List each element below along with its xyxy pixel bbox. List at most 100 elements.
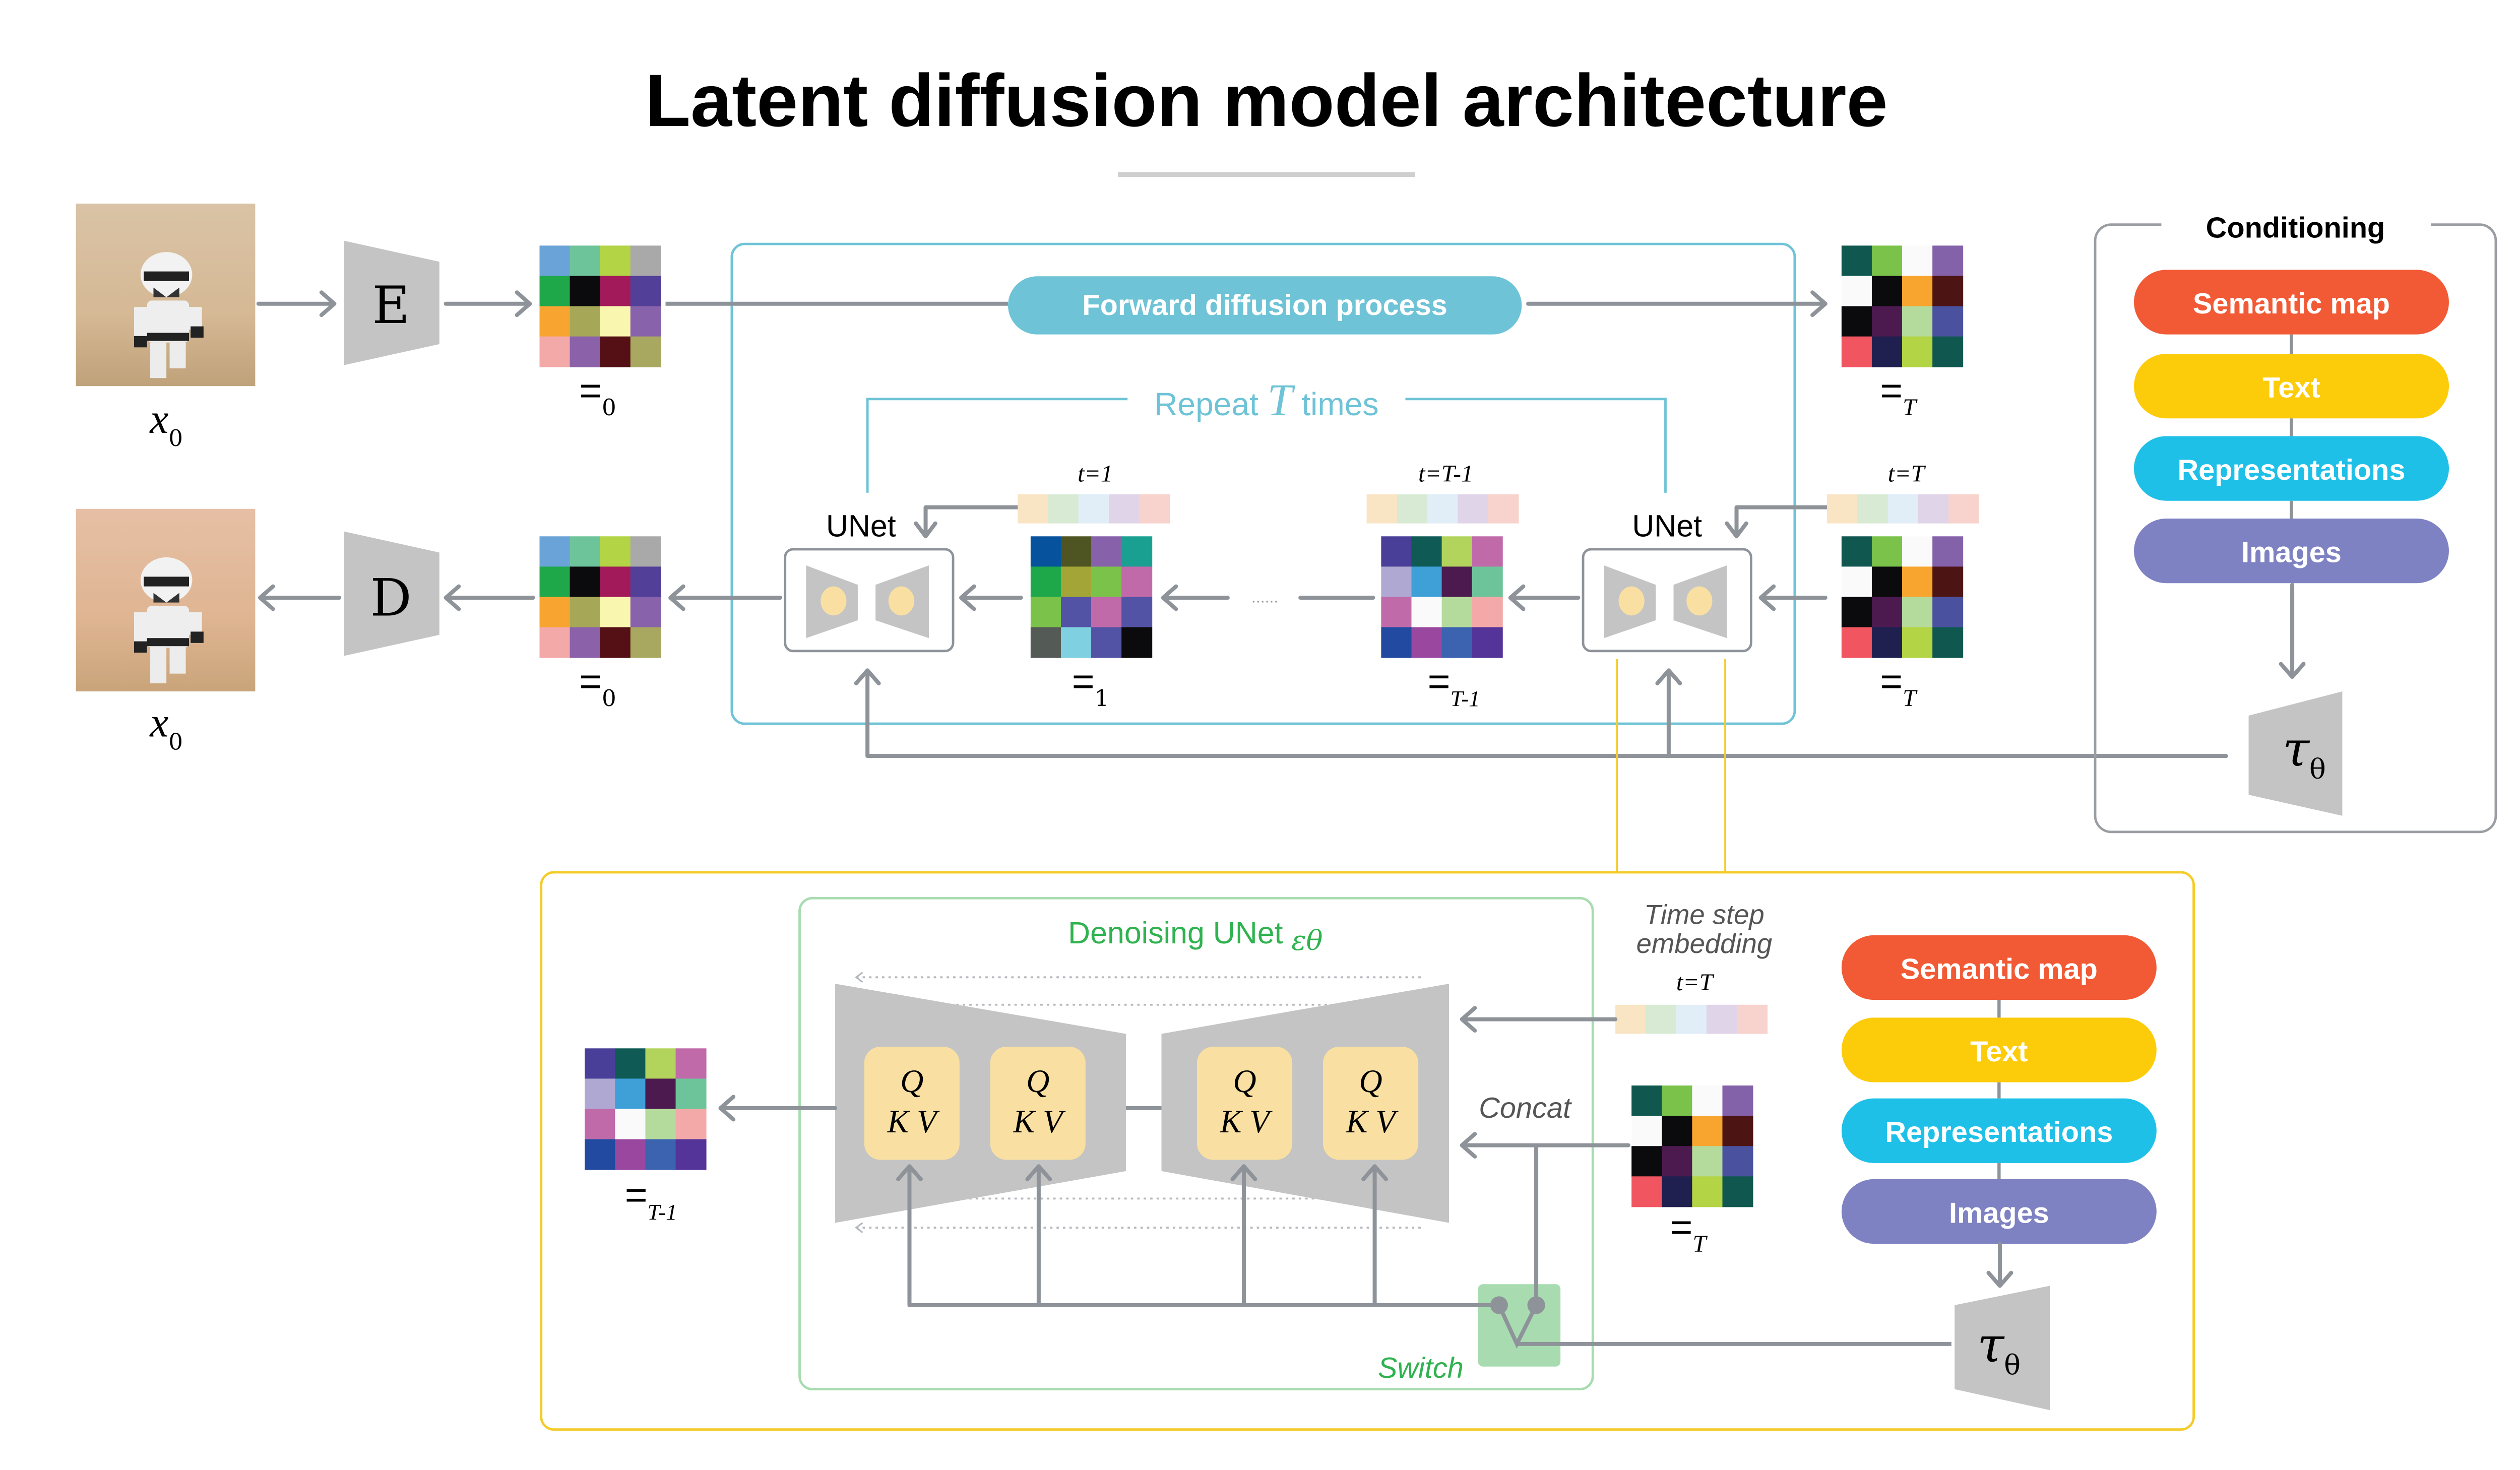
- arrow-image-to-encoder: [256, 290, 337, 317]
- conditioning-detail-pill-text: Text: [1841, 1017, 2157, 1082]
- latent-z0-bottom-label: =0: [579, 660, 616, 711]
- cross-attention-block: Q K V: [990, 1047, 1086, 1160]
- latent-cell: [1411, 536, 1442, 567]
- conditioning-detail-pill-semantic-map: Semantic map: [1841, 935, 2157, 1000]
- latent-cell: [1692, 1176, 1723, 1207]
- latent-cell: [1411, 627, 1442, 658]
- latent-cell: [570, 276, 601, 307]
- latent-cell: [1692, 1146, 1723, 1177]
- latent-cell: [1902, 566, 1933, 598]
- timestep-tT: t=T: [1888, 460, 1926, 487]
- latent-z1: [1030, 536, 1153, 658]
- latent-cell: [1902, 245, 1933, 277]
- latent-zTm1: [1381, 536, 1503, 658]
- latent-cell: [600, 276, 631, 307]
- arrow-forward-to-zT: [1526, 290, 1828, 317]
- latent-cell: [1841, 627, 1872, 658]
- timestep-tTm1: t=T-1: [1418, 460, 1473, 487]
- latent-cell: [539, 336, 571, 367]
- latent-zT-bottom: [1841, 536, 1964, 658]
- svg-text:D: D: [370, 568, 412, 628]
- latent-cell: [1030, 536, 1061, 567]
- svg-text:Images: Images: [2241, 537, 2342, 569]
- repeat-bracket: [866, 398, 1667, 493]
- svg-text:Images: Images: [1949, 1197, 2049, 1229]
- latent-cell: [585, 1078, 616, 1110]
- detail-frame: [540, 871, 2195, 1431]
- latent-cell: [1411, 597, 1442, 628]
- latent-cell: [1871, 597, 1903, 628]
- latent-cell: [630, 276, 661, 307]
- arrow-decoder-to-image: [258, 584, 342, 611]
- latent-cell: [1121, 566, 1153, 598]
- repeat-label: Repeat T times: [1154, 375, 1378, 425]
- latent-z1-label: =1: [1072, 660, 1109, 711]
- latent-cell: [1932, 306, 1964, 337]
- embedding-strip-tT: [1827, 494, 1979, 524]
- latent-cell: [570, 336, 601, 367]
- latent-cell: [1871, 536, 1903, 567]
- latent-cell: [600, 627, 631, 658]
- page-title: Latent diffusion model architecture: [645, 59, 1888, 142]
- latent-cell: [1441, 566, 1473, 598]
- svg-text:Semantic map: Semantic map: [2193, 288, 2390, 320]
- query-label: Q: [1026, 1063, 1049, 1099]
- switch-contact-concat: [1527, 1296, 1545, 1314]
- unet-right-block: [1583, 549, 1751, 651]
- latent-cell: [570, 536, 601, 567]
- key-value-label: K V: [1346, 1104, 1399, 1139]
- key-value-label: K V: [1220, 1104, 1273, 1139]
- latent-cell: [1121, 536, 1153, 567]
- embedding-strip-t1: [1018, 494, 1170, 524]
- latent-cell: [1932, 597, 1964, 628]
- unet-left-block: [785, 549, 953, 651]
- latent-cell: [1060, 627, 1092, 658]
- embedding-cell: [1018, 494, 1049, 524]
- latent-cell: [1441, 597, 1473, 628]
- latent-cell: [1871, 276, 1903, 307]
- forward-diffusion-pill: Forward diffusion process: [1008, 276, 1522, 335]
- latent-cell: [630, 536, 661, 567]
- arrow-tT-embed-to-unet: [1725, 505, 1830, 539]
- decoder-block: D: [344, 531, 439, 656]
- query-label: Q: [900, 1063, 923, 1099]
- unet-encoder-half: [835, 984, 1126, 1223]
- latent-cell: [1662, 1116, 1693, 1147]
- embedding-cell: [1857, 494, 1888, 524]
- encoder-block: E: [344, 240, 439, 365]
- latent-cell: [630, 566, 661, 598]
- switch-label: Switch: [1378, 1352, 1464, 1384]
- time-step-t: t=T: [1676, 969, 1715, 996]
- latent-cell: [1381, 566, 1412, 598]
- arrow-encoder-to-latent: [444, 290, 532, 317]
- unet-left-label: UNet: [826, 508, 896, 543]
- latent-cell: [630, 336, 661, 367]
- latent-cell: [1841, 566, 1872, 598]
- unet-right-label: UNet: [1632, 508, 1702, 543]
- arrow-zT-to-unet: [1758, 584, 1828, 611]
- latent-cell: [1091, 597, 1122, 628]
- arrows-condition-to-qkv: [896, 1164, 1389, 1307]
- tau-encoder-detail: τθ: [1955, 1286, 2050, 1411]
- latent-cell: [630, 627, 661, 658]
- latent-cell: [1692, 1085, 1723, 1117]
- latent-cell: [1030, 566, 1061, 598]
- latent-cell: [1841, 245, 1872, 277]
- embedding-cell: [1676, 1004, 1707, 1034]
- latent-cell: [1091, 536, 1122, 567]
- latent-cell: [1722, 1085, 1753, 1117]
- latent-cell: [1030, 597, 1061, 628]
- conditioning-frame: [2094, 223, 2497, 834]
- input-image: [76, 204, 256, 387]
- latent-cell: [1662, 1146, 1693, 1177]
- latent-cell: [630, 597, 661, 628]
- latent-cell: [1381, 627, 1412, 658]
- latent-zT-top-label: =T: [1880, 369, 1918, 420]
- latent-cell: [539, 597, 571, 628]
- conditioning-pill-text: Text: [2133, 354, 2449, 419]
- latent-cell: [1932, 336, 1964, 367]
- latent-zT-bottom-label: =T: [1880, 660, 1918, 711]
- latent-cell: [1722, 1116, 1753, 1147]
- latent-cell: [570, 566, 601, 598]
- latent-cell: [585, 1048, 616, 1079]
